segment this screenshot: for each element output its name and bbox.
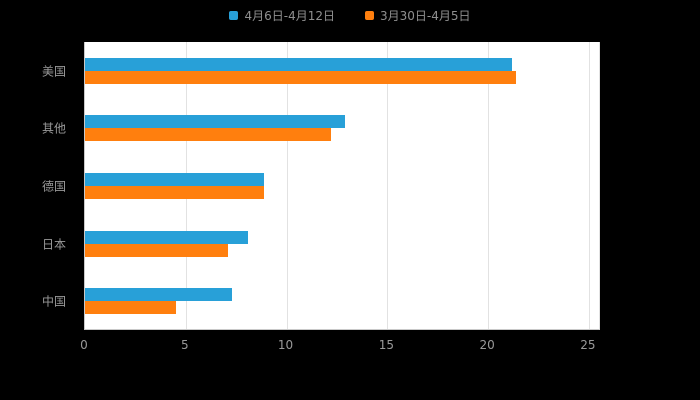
bar: [85, 288, 233, 302]
legend-swatch-icon: [365, 11, 374, 20]
chart-legend: 4月6日-4月12日 3月30日-4月5日: [0, 7, 700, 24]
legend-item[interactable]: 3月30日-4月5日: [365, 7, 471, 24]
x-tick-label: 0: [80, 338, 88, 352]
bar: [85, 186, 265, 199]
bar: [85, 57, 513, 71]
gridline: [286, 42, 288, 329]
bar: [85, 173, 265, 186]
legend-label: 4月6日-4月12日: [244, 9, 335, 23]
category-label: 日本: [41, 237, 66, 252]
legend-swatch-icon: [229, 11, 239, 20]
bar: [85, 70, 517, 84]
bar: [85, 243, 229, 257]
category-label: 美国: [41, 64, 66, 79]
legend-item[interactable]: 4月6日-4月12日: [229, 7, 335, 24]
x-tick-label: 10: [277, 338, 294, 352]
x-tick-label: 5: [180, 338, 189, 352]
value-axis: 0 5 10 15 20 25: [80, 338, 600, 358]
gridline: [488, 42, 490, 329]
bar: [85, 128, 331, 142]
gridline: [588, 42, 590, 329]
category-label: 德国: [41, 179, 66, 194]
bar: [85, 230, 249, 244]
x-tick-label: 25: [580, 338, 596, 352]
category-label: 其他: [41, 121, 66, 136]
legend-label: 3月30日-4月5日: [380, 9, 471, 23]
category-label: 中国: [41, 294, 66, 309]
x-tick-label: 20: [479, 338, 495, 352]
gridline: [387, 42, 389, 329]
category-axis: 美国其他德国日本中国: [0, 42, 76, 330]
x-tick-label: 15: [378, 338, 394, 352]
plot-area: [84, 42, 600, 330]
bar: [85, 301, 176, 315]
bar: [85, 115, 346, 129]
